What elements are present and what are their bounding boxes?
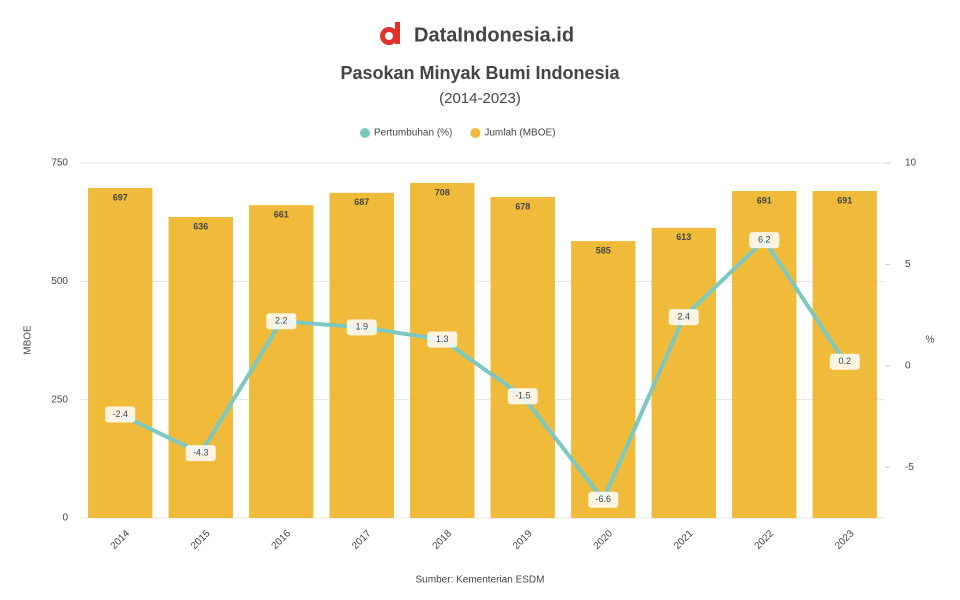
brand: DataIndonesia.id [414,24,574,46]
y2-axis-title: % [926,335,935,346]
line-label-box [105,406,136,423]
x-tick-label: 2014 [109,528,133,552]
bar-value-label: 678 [515,201,530,211]
line-value-label: 2.4 [677,312,690,322]
line-value-label: 0.2 [838,356,851,366]
bar [410,182,475,518]
bar-value-label: 585 [596,245,611,255]
line-label-box [507,388,538,405]
chart-title: Pasokan Minyak Bumi Indonesia [340,63,620,83]
x-tick-label: 2021 [672,528,696,552]
bar-value-label: 697 [113,192,128,202]
legend-label: Pertumbuhan (%) [374,128,452,139]
x-tick-label: 2016 [270,528,294,552]
line-label-box [346,319,377,336]
y2-tick-label: 5 [905,259,911,270]
line-label-box [588,491,619,508]
line-value-label: -6.6 [595,494,611,504]
x-tick-label: 2023 [833,528,857,552]
bar [168,216,233,518]
x-tick-label: 2022 [753,528,777,552]
source: Sumber: Kementerian ESDM [416,575,545,586]
y-axis-title: MBOE [23,325,34,355]
legend-marker [360,128,370,138]
line-value-label: 1.3 [436,334,449,344]
line-label-box [266,313,297,330]
bar-value-label: 691 [757,195,772,205]
bar-value-label: 661 [274,210,289,220]
bar [571,241,636,518]
bar-value-label: 613 [676,232,691,242]
y2-tick-label: 0 [905,360,911,371]
bar-value-label: 687 [354,197,369,207]
line-label-box [829,353,860,370]
line-value-label: -2.4 [112,409,128,419]
line-value-label: 2.2 [275,316,288,326]
x-tick-label: 2015 [189,528,213,552]
y2-tick-label: 10 [905,158,917,169]
bar [249,205,314,519]
y-tick-label: 0 [62,513,68,524]
x-tick-label: 2019 [511,528,535,552]
line-value-label: 1.9 [355,322,368,332]
bar-value-label: 636 [193,221,208,231]
y-tick-label: 500 [51,276,68,287]
x-tick-label: 2018 [431,528,455,552]
logo [380,22,400,45]
x-tick-label: 2017 [350,528,374,552]
bar [490,197,555,518]
line-value-label: -1.5 [515,391,531,401]
chart-subtitle: (2014-2023) [439,90,521,107]
line-label-box [749,232,780,249]
bar [651,227,716,518]
y-tick-label: 750 [51,158,68,169]
bar-value-label: 708 [435,187,450,197]
line-label-box [427,331,458,348]
y-tick-label: 250 [51,394,68,405]
line [119,238,847,502]
x-tick-label: 2020 [592,528,616,552]
bar [88,188,153,518]
legend-label: Jumlah (MBOE) [484,128,555,139]
line-value-label: 6.2 [758,234,771,244]
y2-tick-label: -5 [905,462,914,473]
line-label-box [185,445,216,462]
line-value-label: -4.3 [193,447,209,457]
legend-marker [470,128,481,138]
line-label-box [668,309,699,326]
bar [329,192,394,518]
bar-value-label: 691 [837,195,852,205]
